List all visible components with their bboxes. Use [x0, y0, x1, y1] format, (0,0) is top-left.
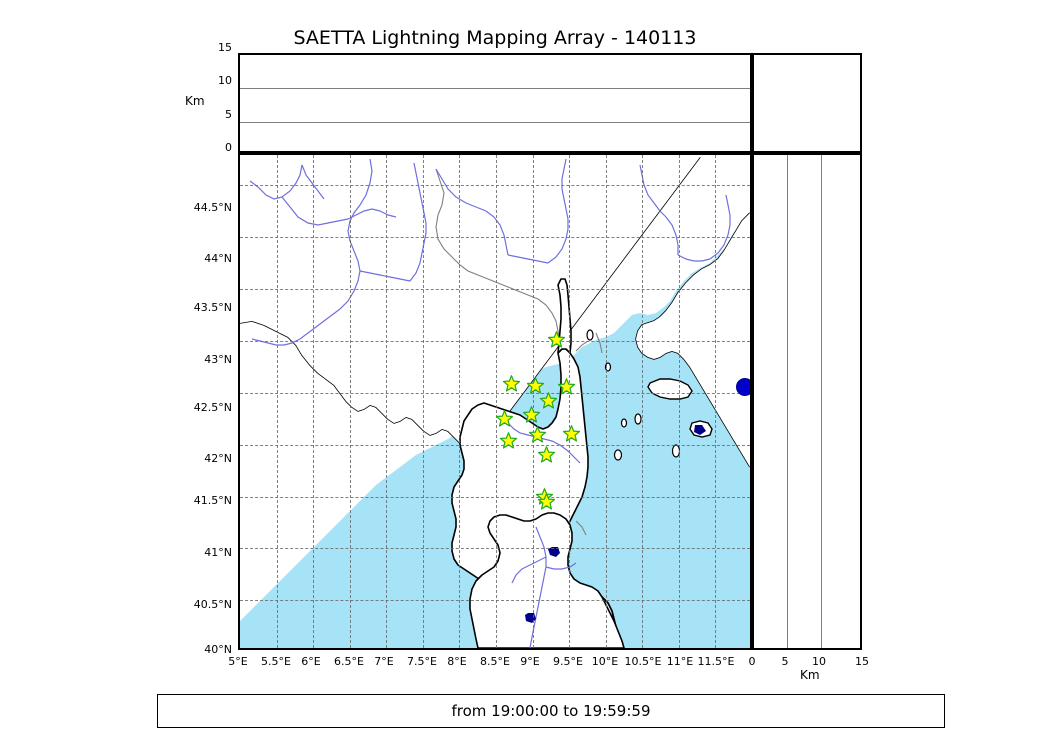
- tick-side-5: 5: [781, 655, 789, 668]
- tick-top-10: 10: [218, 74, 232, 87]
- gridline-lon-6.5: [349, 155, 351, 648]
- tick-lat-40: 40°N: [204, 643, 232, 656]
- gridline-lat-44: [240, 237, 750, 239]
- time-range-statusbar[interactable]: from 19:00:00 to 19:59:59: [157, 694, 945, 728]
- time-range-text: from 19:00:00 to 19:59:59: [451, 702, 651, 720]
- station-marker: [503, 374, 521, 392]
- gridline-lat-43: [240, 340, 750, 342]
- map-geography: [240, 155, 750, 648]
- tick-lat-41: 41°N: [204, 546, 232, 559]
- tick-lat-43: 43°N: [204, 353, 232, 366]
- tick-lon-5.5: 5.5°E: [261, 655, 291, 668]
- gridline-lon-9: [532, 155, 534, 648]
- gridline-lat-44.5: [240, 185, 750, 187]
- gridline-10km-vertical: [820, 155, 822, 648]
- tick-lat-40.5: 40.5°N: [193, 598, 232, 611]
- gridline-lon-10: [605, 155, 607, 648]
- tick-side-15: 15: [855, 655, 869, 668]
- tick-top-5: 5: [225, 108, 232, 121]
- tick-lon-11: 11°E: [666, 655, 694, 668]
- tick-lat-42.5: 42.5°N: [193, 401, 232, 414]
- gridline-5km-vertical: [787, 155, 789, 648]
- gridline-lon-6: [313, 155, 315, 648]
- gridline-lon-10.5: [642, 155, 644, 648]
- tick-lon-6.5: 6.5°E: [334, 655, 364, 668]
- tick-lon-10.5: 10.5°E: [624, 655, 662, 668]
- tick-top-15: 15: [218, 41, 232, 54]
- station-marker: [526, 377, 544, 394]
- gridline-lon-8.5: [496, 155, 497, 648]
- gridline-10km: [240, 88, 750, 90]
- tick-lat-44: 44°N: [204, 252, 232, 265]
- tick-lon-8: 8°E: [447, 655, 467, 668]
- gridline-5km: [240, 121, 750, 123]
- tick-lat-42: 42°N: [204, 452, 232, 465]
- gridline-lon-8: [459, 155, 461, 648]
- tick-lon-6: 6°E: [301, 655, 321, 668]
- tick-lat-41.5: 41.5°N: [193, 494, 232, 507]
- gridline-lat-41: [240, 548, 750, 550]
- gridline-lon-11.5: [715, 155, 717, 648]
- map-panel[interactable]: [238, 153, 752, 650]
- tick-top-0: 0: [225, 141, 232, 154]
- station-marker: [522, 406, 540, 423]
- lightning-source-marker: [736, 378, 750, 397]
- gridline-lat-43.5: [240, 289, 750, 291]
- tick-lon-7.5: 7.5°E: [407, 655, 437, 668]
- station-marker: [537, 446, 555, 463]
- side-panel-xlabel: Km: [800, 668, 820, 682]
- top-panel-ylabel: Km: [185, 94, 205, 108]
- tick-lon-11.5: 11.5°E: [697, 655, 735, 668]
- altitude-latitude-panel[interactable]: [752, 153, 862, 650]
- page-title: SAETTA Lightning Mapping Array - 140113: [293, 27, 697, 49]
- station-marker: [539, 392, 557, 410]
- station-marker: [537, 493, 555, 510]
- station-marker: [557, 378, 575, 395]
- station-marker: [495, 410, 513, 427]
- tick-lat-43.5: 43.5°N: [193, 301, 232, 314]
- tick-lon-5: 5°E: [228, 655, 248, 668]
- gridline-lon-11: [678, 155, 680, 648]
- tick-lon-10: 10°E: [591, 655, 619, 668]
- station-marker: [548, 331, 566, 348]
- tick-lon-8.5: 8.5°E: [480, 655, 510, 668]
- gridline-lon-9.5: [569, 155, 571, 648]
- station-marker: [499, 432, 517, 449]
- gridline-lat-42: [240, 444, 750, 446]
- altitude-longitude-panel[interactable]: [238, 53, 752, 153]
- gridline-lon-7.5: [422, 155, 424, 648]
- gridline-lat-41.5: [240, 496, 750, 498]
- tick-side-10: 10: [812, 655, 826, 668]
- tick-lat-44.5: 44.5°N: [193, 201, 232, 214]
- gridline-lon-5.5: [276, 155, 278, 648]
- tick-lon-7: 7°E: [374, 655, 394, 668]
- gridline-lon-7: [386, 155, 388, 648]
- station-marker: [563, 424, 580, 442]
- tick-side-0: 0: [748, 655, 756, 668]
- gridline-lat-40.5: [240, 600, 750, 602]
- gridline-lat-42.5: [240, 392, 750, 394]
- tick-lon-9.5: 9.5°E: [553, 655, 583, 668]
- tick-lon-9: 9°E: [520, 655, 540, 668]
- corner-panel[interactable]: [752, 53, 862, 153]
- station-marker: [528, 425, 546, 443]
